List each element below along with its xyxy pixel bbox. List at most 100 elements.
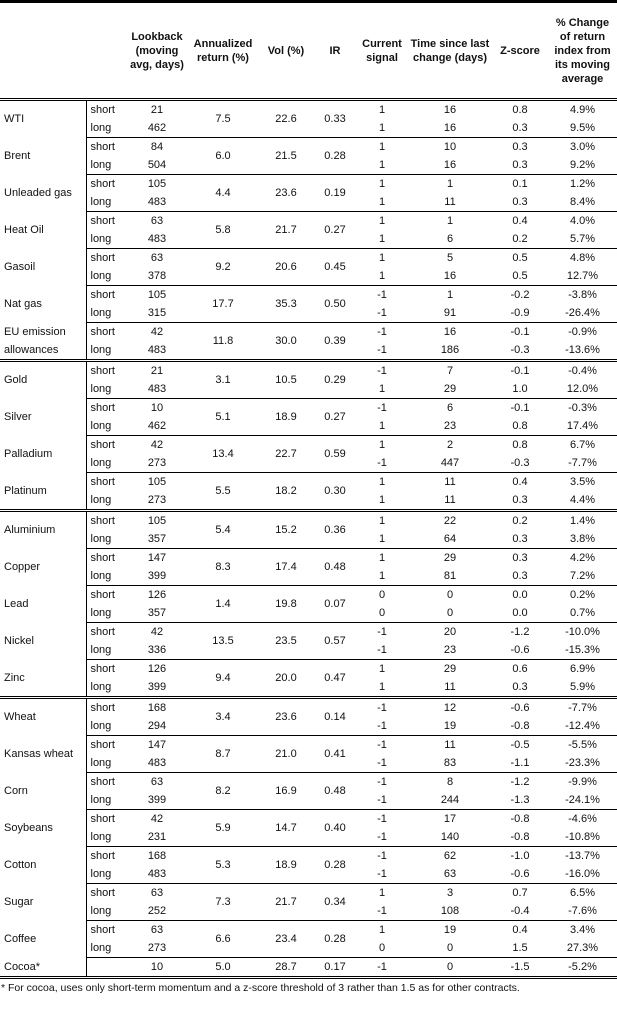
lookback-value: 378 xyxy=(147,270,167,282)
lookback-value: 21 xyxy=(126,99,188,119)
days-since-change-value: 62 xyxy=(408,846,492,865)
annualized-return-value: 5.0 xyxy=(188,957,258,979)
lookback-value: 231 xyxy=(147,831,167,843)
lookback-value: 42 xyxy=(126,809,188,828)
lookback-value: 147 xyxy=(126,548,188,567)
pct-change-value: 4.8% xyxy=(548,248,617,267)
table-row: long 483 -1 83 -1.1 -23.3% xyxy=(0,754,617,773)
table-row: Brent short 84 6.0 21.5 0.28 1 10 0.3 3.0% xyxy=(0,137,617,175)
pct-change-value: 17.4% xyxy=(566,420,599,432)
annualized-return-value: 8.2 xyxy=(188,772,258,810)
column-header-ir: IR xyxy=(314,1,356,101)
current-signal-value: -1 xyxy=(356,846,408,865)
days-since-change-value: 16 xyxy=(408,99,492,119)
pct-change-value: -0.9% xyxy=(548,322,617,341)
days-since-change-value: 244 xyxy=(440,794,460,806)
vol-value: 10.5 xyxy=(258,359,314,399)
lookback-value: 252 xyxy=(147,905,167,917)
pct-change-value: 0.2% xyxy=(548,585,617,604)
days-since-change-value: 8 xyxy=(408,772,492,791)
horizon-type: long xyxy=(85,939,126,958)
ir-value: 0.28 xyxy=(314,137,356,175)
pct-change-value: 8.4% xyxy=(569,196,596,208)
lookback-value: 168 xyxy=(126,696,188,717)
z-score-value: 0.2 xyxy=(512,233,528,245)
ir-value: 0.27 xyxy=(314,398,356,436)
z-score-value: -0.1 xyxy=(492,322,548,341)
z-score-value: -0.1 xyxy=(492,398,548,417)
horizon-type: long xyxy=(85,717,126,736)
current-signal-value: 0 xyxy=(356,585,408,604)
lookback-value: 147 xyxy=(126,735,188,754)
ir-value: 0.47 xyxy=(314,659,356,698)
z-score-value: 0.2 xyxy=(492,509,548,530)
lookback-value: 42 xyxy=(126,622,188,641)
annualized-return-value: 9.4 xyxy=(188,659,258,698)
lookback-value: 273 xyxy=(147,494,167,506)
days-since-change-value: 83 xyxy=(443,757,457,769)
days-since-change-value: 63 xyxy=(443,868,457,880)
current-signal-value: -1 xyxy=(356,772,408,791)
pct-change-value: 3.5% xyxy=(548,472,617,491)
days-since-change-value: 11 xyxy=(444,196,456,208)
commodity-name: Cotton xyxy=(4,859,37,871)
ir-value: 0.19 xyxy=(314,174,356,212)
lookback-value: 42 xyxy=(126,322,188,341)
z-score-value: -0.3 xyxy=(510,344,530,356)
z-score-value: -0.6 xyxy=(510,868,530,880)
pct-change-value: 3.0% xyxy=(548,137,617,156)
z-score-value: -0.2 xyxy=(492,285,548,304)
horizon-type: short xyxy=(85,735,126,754)
current-signal-value: -1 xyxy=(377,457,387,469)
pct-change-value: 7.2% xyxy=(569,570,596,582)
lookback-value: 294 xyxy=(147,720,167,732)
table-row: long 483 1 6 0.2 5.7% xyxy=(0,230,617,249)
vol-value: 18.2 xyxy=(258,472,314,511)
z-score-value: -0.9 xyxy=(510,307,530,319)
days-since-change-value: 17 xyxy=(408,809,492,828)
annualized-return-value: 9.2 xyxy=(188,248,258,286)
annualized-return-value: 5.5 xyxy=(188,472,258,511)
lookback-value: 105 xyxy=(126,509,188,530)
ir-value: 0.29 xyxy=(314,359,356,399)
current-signal-value: -1 xyxy=(377,644,387,656)
momentum-signals-table: Lookback (moving avg, days) Annualized re… xyxy=(0,0,617,979)
table-row: Sugar short 63 7.3 21.7 0.34 1 3 0.7 6.5% xyxy=(0,883,617,921)
table-row: Palladium short 42 13.4 22.7 0.59 1 2 0.8 6.7% xyxy=(0,435,617,473)
days-since-change-value: 186 xyxy=(440,344,460,356)
table-row: long 378 1 16 0.5 12.7% xyxy=(0,267,617,286)
days-since-change-value: 11 xyxy=(408,472,492,491)
pct-change-value: 9.2% xyxy=(569,159,596,171)
pct-change-value: -7.7% xyxy=(568,457,597,469)
pct-change-value: 27.3% xyxy=(566,942,599,954)
vol-value: 17.4 xyxy=(258,548,314,586)
horizon-type: long xyxy=(85,156,126,175)
pct-change-value: -9.9% xyxy=(548,772,617,791)
annualized-return-value: 6.6 xyxy=(188,920,258,958)
commodity-name: Zinc xyxy=(4,671,25,684)
column-header-pct-change: % Change of return index from its moving… xyxy=(548,1,617,101)
commodity-name: Nat gas xyxy=(4,298,42,310)
pct-change-value: 1.4% xyxy=(548,509,617,530)
z-score-value: 0.0 xyxy=(492,585,548,604)
table-row: long 336 -1 23 -0.6 -15.3% xyxy=(0,641,617,660)
table-row: long 357 0 0 0.0 0.7% xyxy=(0,604,617,623)
commodity-name: Nickel xyxy=(4,635,34,647)
pct-change-value: -4.6% xyxy=(548,809,617,828)
horizon-type: long xyxy=(85,641,126,660)
lookback-value: 84 xyxy=(126,137,188,156)
table-row: Aluminium short 105 5.4 15.2 0.36 1 22 0.2 1.4% xyxy=(0,509,617,549)
ir-value: 0.14 xyxy=(314,696,356,736)
z-score-value: -1.0 xyxy=(492,846,548,865)
current-signal-value: -1 xyxy=(356,622,408,641)
table-row: long 315 -1 91 -0.9 -26.4% xyxy=(0,304,617,323)
days-since-change-value: 12 xyxy=(408,696,492,717)
lookback-value: 21 xyxy=(126,359,188,380)
pct-change-value: 6.7% xyxy=(548,435,617,454)
vol-value: 15.2 xyxy=(258,509,314,549)
table-row: EU emission allowances short 42 11.8 30.0 0.3… xyxy=(0,322,617,361)
pct-change-value: 4.9% xyxy=(548,99,617,119)
ir-value: 0.28 xyxy=(314,846,356,884)
z-score-value: 0.3 xyxy=(512,570,528,582)
table-row: Heat Oil short 63 5.8 21.7 0.27 1 1 0.4 4.0% xyxy=(0,211,617,249)
